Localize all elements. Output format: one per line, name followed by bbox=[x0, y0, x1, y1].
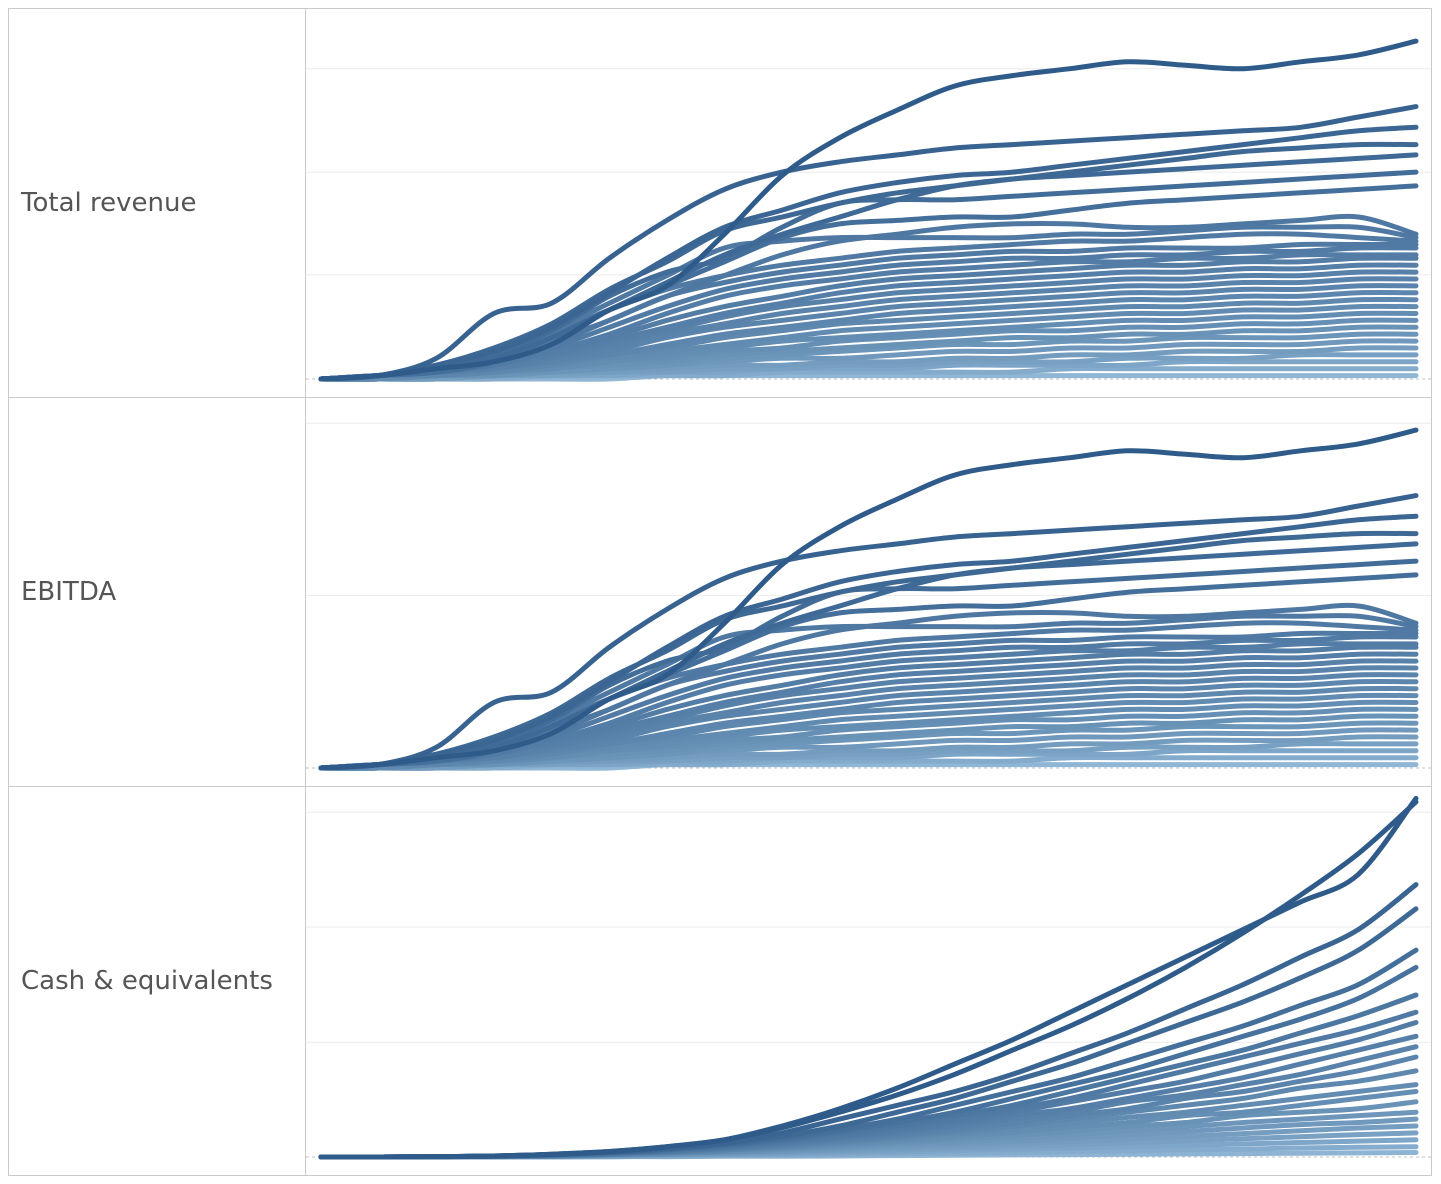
series-line-19 bbox=[318, 296, 1419, 382]
row-ebitda: EBITDA bbox=[9, 398, 1431, 787]
series-line-15 bbox=[318, 269, 1419, 382]
series-line-1 bbox=[318, 38, 1419, 382]
series-line-15 bbox=[318, 658, 1419, 771]
line-pane-ebitda bbox=[306, 422, 1431, 771]
series-line-23 bbox=[318, 713, 1419, 771]
row-label-total-revenue: Total revenue bbox=[21, 188, 197, 218]
row-divider bbox=[305, 398, 306, 786]
series-line-0 bbox=[318, 104, 1419, 382]
series-line-4 bbox=[318, 541, 1419, 771]
row-label-ebitda: EBITDA bbox=[21, 577, 117, 607]
series-line-0 bbox=[318, 795, 1419, 1160]
small-multiples-chart: Total revenue EBITDA Cash & equivalents bbox=[8, 8, 1432, 1176]
row-total-revenue: Total revenue bbox=[9, 9, 1431, 398]
line-pane-total-revenue bbox=[306, 38, 1431, 382]
series-line-2 bbox=[318, 124, 1419, 382]
series-lines bbox=[318, 38, 1419, 382]
row-label-cash-equivalents: Cash & equivalents bbox=[21, 966, 273, 996]
series-line-11 bbox=[318, 245, 1419, 382]
row-divider bbox=[305, 787, 306, 1175]
series-lines bbox=[318, 427, 1419, 771]
series-line-19 bbox=[318, 685, 1419, 771]
series-line-11 bbox=[318, 634, 1419, 771]
series-line-4 bbox=[318, 152, 1419, 382]
series-lines bbox=[318, 795, 1419, 1160]
series-line-3 bbox=[318, 530, 1419, 771]
line-pane-cash-equivalents bbox=[306, 795, 1431, 1160]
series-line-2 bbox=[318, 513, 1419, 771]
series-line-1 bbox=[318, 427, 1419, 771]
row-divider bbox=[305, 9, 306, 397]
row-cash-equivalents: Cash & equivalents bbox=[9, 787, 1431, 1175]
series-line-29 bbox=[318, 365, 1419, 382]
series-line-3 bbox=[318, 141, 1419, 382]
series-line-23 bbox=[318, 324, 1419, 382]
series-line-29 bbox=[318, 754, 1419, 771]
series-line-0 bbox=[318, 493, 1419, 771]
